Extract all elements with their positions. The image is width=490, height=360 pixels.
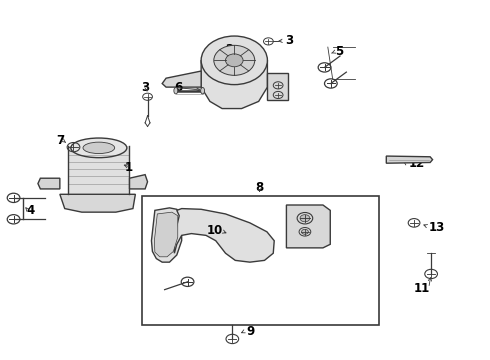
Text: 5: 5 [335, 45, 343, 58]
Polygon shape [151, 208, 182, 262]
Polygon shape [386, 156, 433, 163]
Ellipse shape [71, 138, 127, 158]
Circle shape [225, 54, 243, 67]
Polygon shape [154, 212, 178, 257]
Ellipse shape [174, 87, 178, 94]
Text: 3: 3 [286, 34, 294, 47]
Text: 8: 8 [255, 181, 264, 194]
Polygon shape [268, 73, 288, 100]
Text: 12: 12 [408, 157, 424, 170]
Bar [68, 146, 129, 194]
Text: 1: 1 [125, 161, 133, 174]
Polygon shape [201, 60, 268, 109]
Polygon shape [60, 194, 135, 212]
Text: 6: 6 [174, 81, 183, 94]
Polygon shape [38, 178, 60, 189]
Polygon shape [129, 175, 147, 189]
Text: 11: 11 [414, 283, 430, 296]
Text: 4: 4 [27, 204, 35, 217]
Polygon shape [287, 205, 330, 248]
Text: 2: 2 [225, 43, 234, 56]
Ellipse shape [201, 87, 204, 94]
Bar [142, 196, 379, 325]
Text: 10: 10 [207, 224, 223, 237]
Text: 13: 13 [429, 221, 445, 234]
Text: 3: 3 [141, 81, 149, 94]
Circle shape [201, 36, 268, 85]
Circle shape [214, 45, 255, 75]
Polygon shape [174, 208, 274, 262]
Text: 7: 7 [57, 134, 65, 147]
Text: 9: 9 [246, 325, 255, 338]
Circle shape [300, 215, 310, 222]
Ellipse shape [83, 142, 115, 154]
Circle shape [301, 229, 308, 234]
Polygon shape [162, 71, 201, 87]
